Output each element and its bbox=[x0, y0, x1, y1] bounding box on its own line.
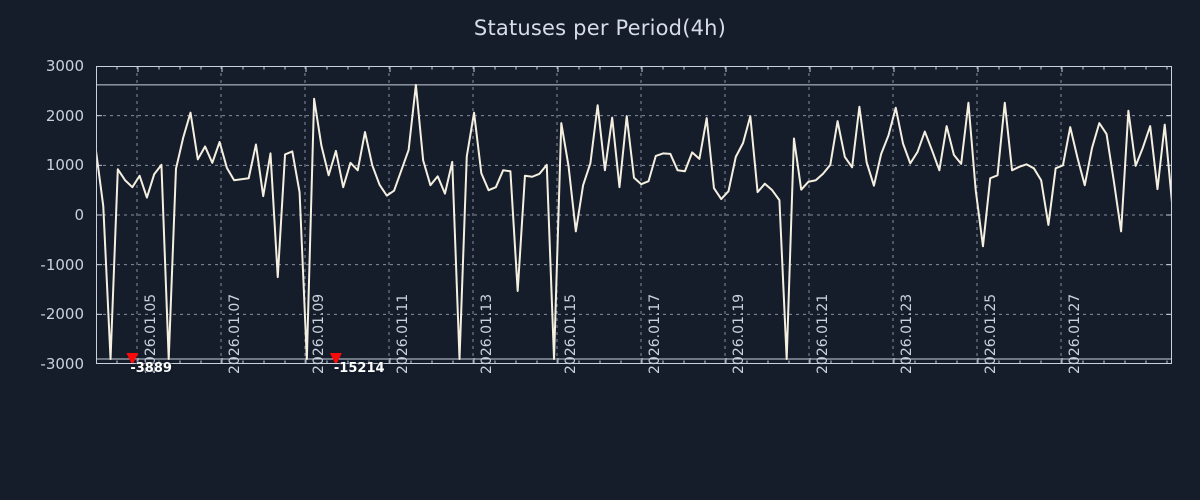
chart-title: Statuses per Period(4h) bbox=[473, 16, 727, 40]
x-tick-label: 2026.01.13 bbox=[479, 293, 495, 374]
y-tick-label: 3000 bbox=[45, 57, 84, 75]
y-tick-label: -2000 bbox=[40, 305, 84, 324]
x-tick-label: 2026.01.23 bbox=[899, 293, 915, 374]
x-tick-label: 2026.01.11 bbox=[395, 293, 411, 374]
data-line bbox=[96, 83, 1172, 361]
x-tick-label: 2026.01.25 bbox=[983, 293, 999, 374]
outlier-value-label: -15214 bbox=[333, 361, 385, 377]
x-tick-label: 2026.01.21 bbox=[815, 293, 831, 374]
outlier-marker bbox=[329, 353, 342, 364]
x-tick-label: 2026.01.09 bbox=[311, 293, 327, 374]
outlier-markers bbox=[126, 353, 342, 364]
clip-lines bbox=[96, 84, 1172, 360]
x-tick-label: 2026.01.07 bbox=[227, 293, 243, 374]
y-tick-label: -3000 bbox=[40, 355, 84, 373]
y-tick-label: 1000 bbox=[45, 156, 84, 175]
x-tick-label: 2026.01.17 bbox=[647, 293, 663, 374]
y-tick-label: 0 bbox=[74, 206, 84, 224]
plot-area[interactable] bbox=[96, 66, 1172, 364]
outlier-marker bbox=[126, 353, 139, 364]
x-tick-label: 2026.01.19 bbox=[731, 293, 747, 374]
grid-lines bbox=[96, 66, 1172, 364]
outlier-value-label: -3889 bbox=[130, 361, 172, 377]
line-chart-svg bbox=[96, 66, 1172, 364]
y-tick-label: 2000 bbox=[45, 106, 84, 125]
x-tick-label: 2026.01.27 bbox=[1067, 293, 1083, 374]
y-tick-label: -1000 bbox=[40, 255, 84, 274]
plot-frame bbox=[96, 66, 1172, 364]
x-tick-label: 2026.01.15 bbox=[563, 293, 579, 374]
